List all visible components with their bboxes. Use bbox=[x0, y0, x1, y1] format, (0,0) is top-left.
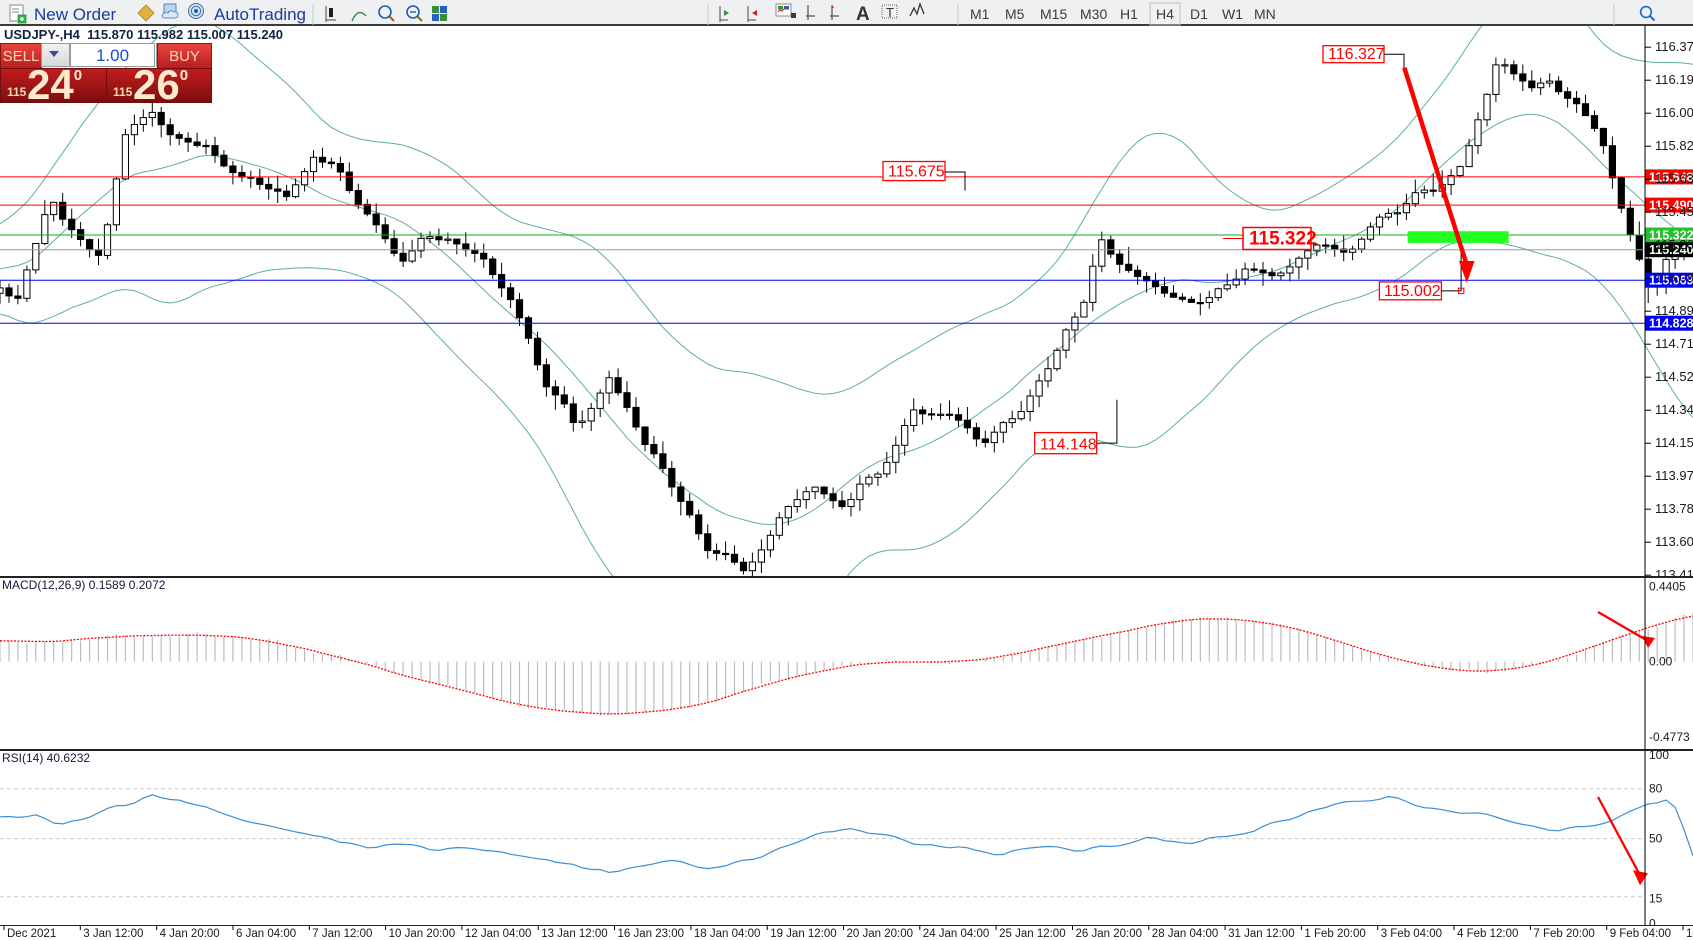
svg-text:9 Feb 04:00: 9 Feb 04:00 bbox=[1610, 928, 1671, 940]
svg-text:19 Jan 12:00: 19 Jan 12:00 bbox=[770, 928, 837, 940]
svg-text:M1: M1 bbox=[970, 6, 990, 22]
svg-text:M30: M30 bbox=[1080, 6, 1107, 22]
svg-text:18 Jan 04:00: 18 Jan 04:00 bbox=[694, 928, 761, 940]
svg-text:3 Feb 04:00: 3 Feb 04:00 bbox=[1381, 928, 1442, 940]
svg-text:Dec 2021: Dec 2021 bbox=[7, 928, 56, 940]
svg-text:100: 100 bbox=[1649, 751, 1669, 762]
svg-text:4 Feb 12:00: 4 Feb 12:00 bbox=[1457, 928, 1518, 940]
svg-text:MACD(12,26,9) 0.1589 0.2072: MACD(12,26,9) 0.1589 0.2072 bbox=[2, 578, 166, 592]
svg-text:10 Jan 20:00: 10 Jan 20:00 bbox=[389, 928, 456, 940]
svg-text:AutoTrading: AutoTrading bbox=[214, 5, 306, 24]
svg-text:13 Jan 12:00: 13 Jan 12:00 bbox=[541, 928, 608, 940]
svg-text:7 Jan 12:00: 7 Jan 12:00 bbox=[312, 928, 372, 940]
svg-text:6 Jan 04:00: 6 Jan 04:00 bbox=[236, 928, 296, 940]
svg-text:New Order: New Order bbox=[34, 5, 117, 24]
svg-text:D1: D1 bbox=[1190, 6, 1208, 22]
svg-text:MN: MN bbox=[1254, 6, 1276, 22]
svg-text:25 Jan 12:00: 25 Jan 12:00 bbox=[999, 928, 1066, 940]
svg-text:12 Jan 04:00: 12 Jan 04:00 bbox=[465, 928, 532, 940]
svg-text:15: 15 bbox=[1649, 892, 1663, 906]
svg-text:31 Jan 12:00: 31 Jan 12:00 bbox=[1228, 928, 1295, 940]
svg-text:0: 0 bbox=[1649, 917, 1656, 926]
svg-text:0.00: 0.00 bbox=[1649, 655, 1673, 669]
svg-text:M15: M15 bbox=[1040, 6, 1067, 22]
svg-text:A: A bbox=[856, 4, 870, 25]
svg-text:1 Feb 20:00: 1 Feb 20:00 bbox=[1304, 928, 1365, 940]
svg-text:20 Jan 20:00: 20 Jan 20:00 bbox=[847, 928, 914, 940]
svg-text:H1: H1 bbox=[1120, 6, 1138, 22]
svg-text:16 Jan 23:00: 16 Jan 23:00 bbox=[618, 928, 685, 940]
svg-text:-0.4773: -0.4773 bbox=[1649, 730, 1690, 744]
svg-text:24 Jan 04:00: 24 Jan 04:00 bbox=[923, 928, 990, 940]
svg-text:26 Jan 20:00: 26 Jan 20:00 bbox=[1076, 928, 1143, 940]
svg-text:50: 50 bbox=[1649, 832, 1663, 846]
svg-text:M5: M5 bbox=[1005, 6, 1025, 22]
svg-text:0.4405: 0.4405 bbox=[1649, 579, 1686, 593]
svg-text:10 Feb 12:00: 10 Feb 12:00 bbox=[1686, 928, 1693, 940]
svg-text:W1: W1 bbox=[1222, 6, 1243, 22]
svg-text:80: 80 bbox=[1649, 782, 1663, 796]
svg-text:4 Jan 20:00: 4 Jan 20:00 bbox=[160, 928, 220, 940]
svg-text:3 Jan 12:00: 3 Jan 12:00 bbox=[83, 928, 143, 940]
svg-text:7 Feb 20:00: 7 Feb 20:00 bbox=[1533, 928, 1594, 940]
svg-text:T: T bbox=[886, 5, 894, 20]
svg-text:H4: H4 bbox=[1156, 6, 1174, 22]
svg-text:28 Jan 04:00: 28 Jan 04:00 bbox=[1152, 928, 1219, 940]
svg-text:RSI(14) 40.6232: RSI(14) 40.6232 bbox=[2, 751, 90, 765]
